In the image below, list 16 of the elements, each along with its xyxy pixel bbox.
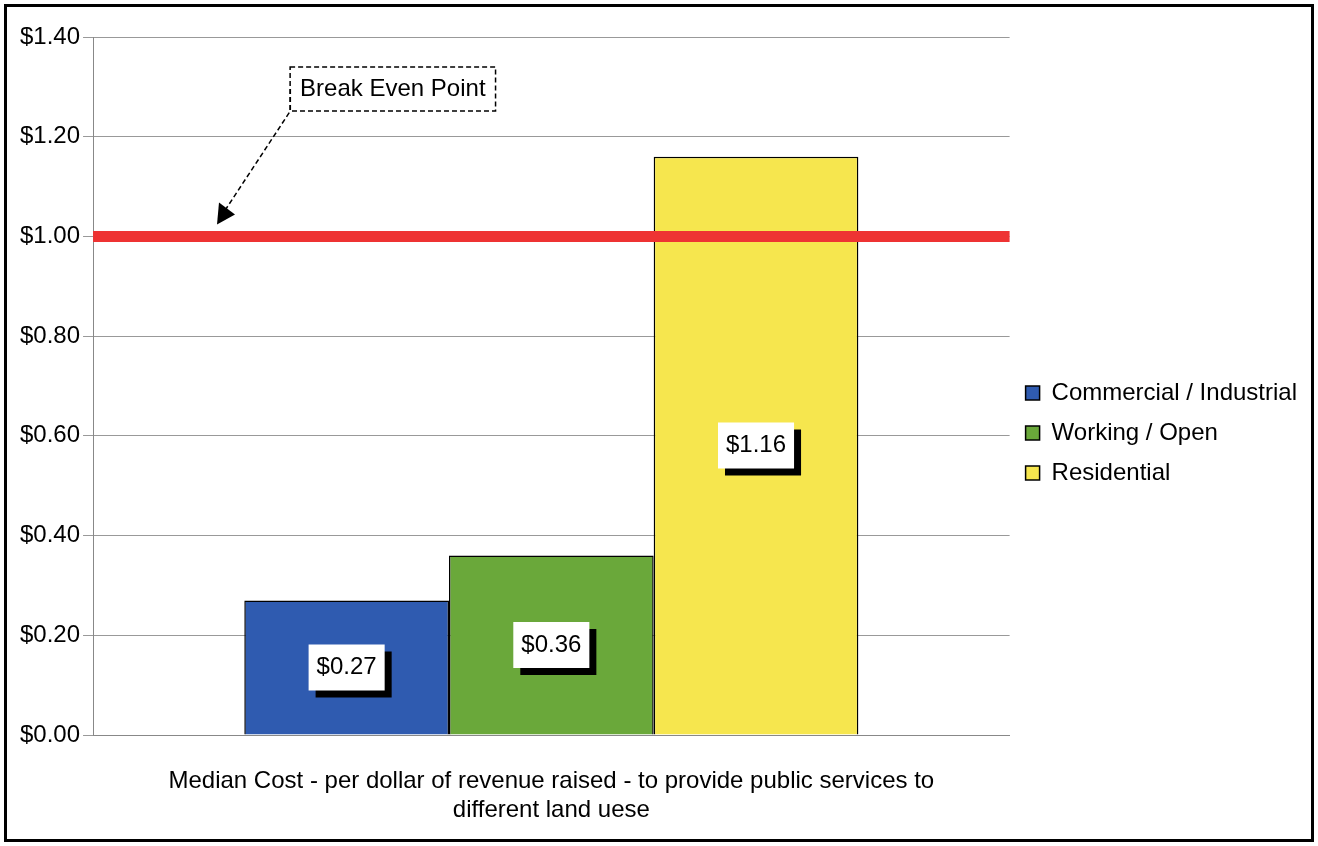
y-tick-label: $1.20 — [20, 121, 81, 149]
y-tick-label: $0.20 — [20, 619, 81, 647]
data-label: $0.36 — [521, 629, 582, 657]
legend-label: Working / Open — [1051, 417, 1218, 445]
legend-label: Residential — [1051, 457, 1171, 485]
y-tick-label: $1.40 — [20, 21, 81, 49]
legend-label: Commercial / Industrial — [1051, 377, 1297, 405]
y-tick-label: $0.40 — [20, 520, 81, 548]
y-tick-label: $1.00 — [20, 221, 81, 249]
data-label: $1.16 — [725, 430, 787, 458]
y-tick-label: $0.00 — [20, 719, 81, 747]
annotation: Break Even Point — [300, 73, 486, 101]
y-tick-label: $0.60 — [20, 420, 81, 448]
x-axis-title: Median Cost - per dollar of revenue raised - to provide public services to different land uese — [168, 766, 935, 823]
y-tick-label: $0.80 — [20, 320, 81, 348]
data-label: $0.27 — [316, 652, 377, 680]
